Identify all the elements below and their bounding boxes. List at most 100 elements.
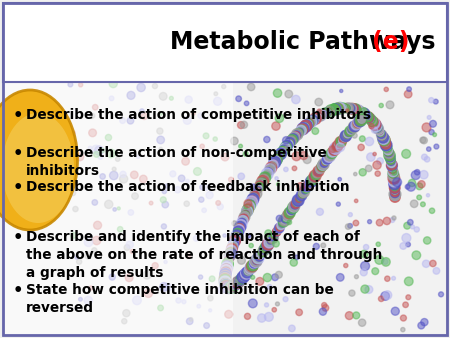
Circle shape	[328, 104, 340, 115]
Circle shape	[267, 239, 272, 244]
Circle shape	[387, 160, 397, 171]
Circle shape	[351, 106, 357, 113]
Circle shape	[392, 276, 396, 280]
Circle shape	[282, 140, 292, 151]
Circle shape	[332, 8, 338, 13]
Circle shape	[354, 106, 363, 115]
Circle shape	[348, 213, 352, 217]
Text: •: •	[13, 283, 23, 298]
Circle shape	[345, 312, 353, 319]
Circle shape	[273, 231, 278, 236]
Circle shape	[144, 289, 153, 297]
Circle shape	[220, 279, 230, 289]
Circle shape	[221, 264, 232, 275]
Circle shape	[360, 269, 367, 276]
Circle shape	[264, 238, 274, 248]
Circle shape	[420, 137, 426, 143]
Circle shape	[290, 132, 300, 142]
Circle shape	[320, 308, 327, 315]
Circle shape	[316, 113, 322, 119]
Circle shape	[378, 132, 388, 143]
Circle shape	[294, 4, 302, 12]
Circle shape	[330, 148, 337, 155]
Circle shape	[247, 265, 254, 272]
Circle shape	[252, 256, 261, 265]
Circle shape	[104, 200, 113, 209]
Circle shape	[332, 141, 343, 151]
Circle shape	[272, 122, 280, 130]
Circle shape	[351, 119, 361, 130]
Circle shape	[296, 129, 302, 136]
Circle shape	[297, 125, 306, 135]
Circle shape	[297, 128, 304, 134]
Circle shape	[388, 160, 395, 167]
Circle shape	[331, 104, 341, 114]
Circle shape	[153, 83, 158, 89]
Circle shape	[109, 274, 115, 280]
Circle shape	[382, 259, 388, 264]
Circle shape	[235, 224, 244, 232]
Circle shape	[351, 104, 363, 116]
FancyBboxPatch shape	[3, 82, 447, 335]
Circle shape	[358, 109, 365, 116]
Circle shape	[260, 242, 271, 253]
Circle shape	[326, 108, 332, 114]
Circle shape	[325, 106, 334, 116]
Circle shape	[373, 123, 381, 131]
Circle shape	[303, 187, 308, 192]
Circle shape	[244, 101, 249, 106]
Circle shape	[382, 141, 392, 151]
Circle shape	[194, 236, 199, 241]
Circle shape	[239, 272, 248, 281]
Circle shape	[248, 196, 256, 204]
Circle shape	[353, 220, 359, 226]
Circle shape	[339, 137, 346, 143]
Circle shape	[389, 167, 397, 175]
Circle shape	[185, 96, 192, 103]
Circle shape	[160, 283, 168, 291]
Circle shape	[221, 279, 229, 286]
Circle shape	[292, 95, 300, 104]
Circle shape	[128, 210, 134, 215]
Circle shape	[365, 114, 370, 119]
Circle shape	[384, 145, 390, 151]
Circle shape	[385, 152, 395, 162]
Circle shape	[276, 154, 281, 160]
Circle shape	[355, 199, 358, 202]
Circle shape	[230, 233, 241, 243]
Circle shape	[224, 284, 231, 291]
Circle shape	[391, 181, 398, 188]
Circle shape	[288, 325, 295, 332]
Circle shape	[345, 105, 352, 112]
Circle shape	[288, 132, 299, 143]
Circle shape	[214, 92, 218, 96]
Circle shape	[242, 267, 253, 278]
Circle shape	[109, 96, 114, 101]
Circle shape	[371, 121, 381, 130]
Circle shape	[72, 142, 76, 147]
Circle shape	[222, 281, 228, 287]
Circle shape	[258, 246, 268, 257]
Circle shape	[229, 235, 240, 247]
Circle shape	[379, 132, 386, 140]
Circle shape	[237, 275, 246, 283]
Circle shape	[402, 234, 411, 242]
Circle shape	[264, 4, 274, 14]
Circle shape	[400, 243, 406, 249]
Circle shape	[220, 276, 230, 285]
Circle shape	[379, 103, 383, 107]
Circle shape	[340, 130, 351, 141]
Circle shape	[358, 116, 365, 123]
Circle shape	[356, 107, 365, 117]
Circle shape	[388, 168, 398, 178]
Circle shape	[348, 125, 356, 133]
Circle shape	[288, 134, 298, 143]
Circle shape	[387, 156, 395, 164]
Circle shape	[313, 113, 321, 121]
Circle shape	[225, 249, 235, 259]
Circle shape	[313, 243, 320, 249]
Circle shape	[427, 147, 431, 151]
Circle shape	[284, 142, 291, 148]
Circle shape	[233, 281, 239, 287]
Circle shape	[349, 121, 360, 132]
